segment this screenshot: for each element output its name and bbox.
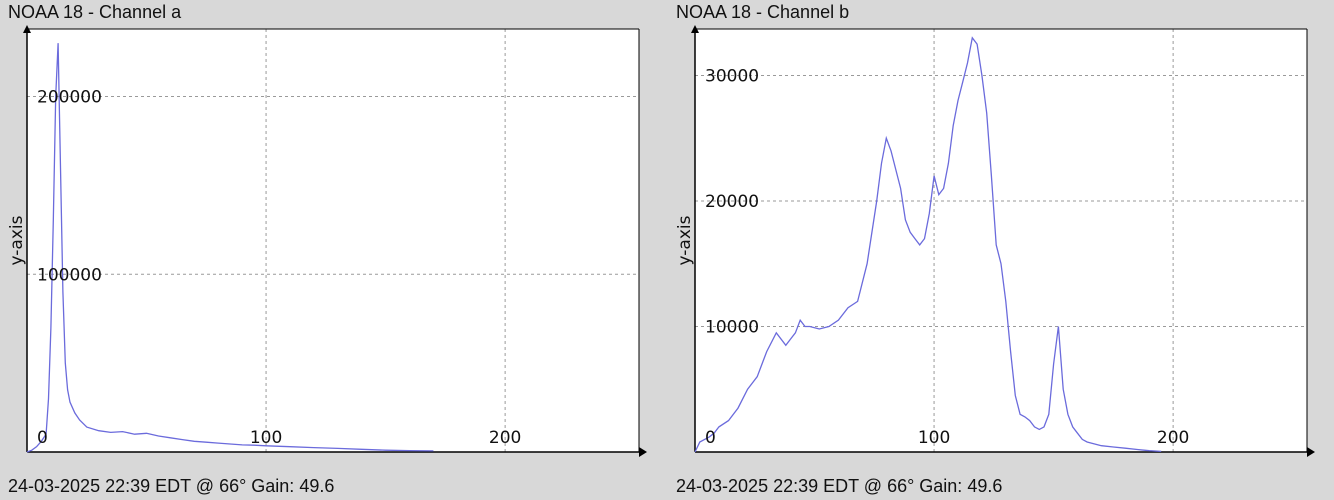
series-line (26, 43, 434, 453)
chart-title: NOAA 18 - Channel b (676, 2, 850, 22)
x-axis-arrow (639, 447, 647, 457)
y-tick-label: 200000 (37, 88, 102, 108)
y-axis-label: y-axis (675, 215, 695, 265)
chart-panel-channel-b: NOAA 18 - Channel b 0 100 200 10000 20000 300… (668, 0, 1318, 500)
x-tick-label: 0 (37, 428, 48, 448)
plot-area (695, 29, 1307, 452)
y-tick-label: 100000 (37, 265, 102, 285)
chart-footer-status: 24-03-2025 22:39 EDT @ 66° Gain: 49.6 (8, 476, 335, 496)
x-tick-label: 100 (250, 428, 282, 448)
series-line (694, 36, 1162, 453)
chart-panel-channel-a: NOAA 18 - Channel a 0 100 200 100000 200000 y… (0, 0, 650, 500)
y-tick-label: 30000 (705, 66, 759, 86)
chart-plot: 0 100 200 10000 20000 30000 y-axis (675, 25, 1315, 457)
y-axis-arrow (23, 25, 31, 33)
chart-title: NOAA 18 - Channel a (8, 2, 182, 22)
y-axis-arrow (691, 25, 699, 33)
chart-plot: 0 100 200 100000 200000 y-axis (7, 25, 647, 457)
x-axis-arrow (1307, 447, 1315, 457)
x-tick-label: 100 (918, 428, 950, 448)
y-tick-label: 20000 (705, 192, 759, 212)
plot-area (27, 29, 639, 452)
x-tick-label: 200 (1157, 428, 1189, 448)
y-tick-label: 10000 (705, 317, 759, 337)
x-tick-label: 200 (489, 428, 521, 448)
x-tick-label: 0 (705, 428, 716, 448)
chart-footer-status: 24-03-2025 22:39 EDT @ 66° Gain: 49.6 (676, 476, 1003, 496)
y-axis-label: y-axis (7, 215, 27, 265)
